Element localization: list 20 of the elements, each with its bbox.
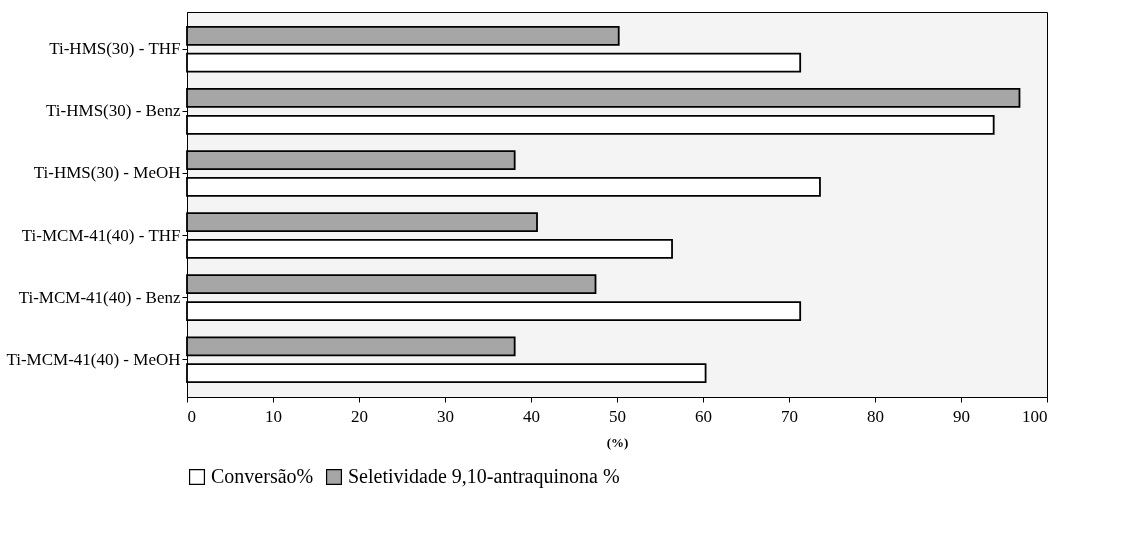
x-tick-label: 40 <box>523 406 540 426</box>
x-tick-label: 20 <box>351 406 368 426</box>
x-tick-label: 100 <box>1022 406 1048 426</box>
x-tick-label: 0 <box>187 406 196 426</box>
legend-label: Conversão% <box>211 465 314 487</box>
y-tick-label: Ti-MCM-41(40) - Benz <box>18 287 181 307</box>
y-tick-label: Ti-MCM-41(40) - THF <box>21 225 181 245</box>
x-tick-label: 10 <box>265 406 282 426</box>
y-tick-label: Ti-HMS(30) - MeOH <box>33 163 181 183</box>
x-tick-label: 50 <box>609 406 626 426</box>
x-tick-label: 30 <box>437 406 454 426</box>
legend-label: Seletividade 9,10-antraquinona % <box>348 465 620 488</box>
y-tick-label: Ti-HMS(30) - THF <box>49 39 181 59</box>
x-tick-label: 60 <box>695 406 712 426</box>
x-tick-label: 90 <box>953 406 970 426</box>
y-tick-label: Ti-MCM-41(40) - MeOH <box>6 349 181 369</box>
x-tick-label: 80 <box>867 406 884 426</box>
y-tick-label: Ti-HMS(30) - Benz <box>46 101 181 121</box>
x-axis-title: (%) <box>606 434 629 450</box>
x-tick-label: 70 <box>781 406 798 426</box>
